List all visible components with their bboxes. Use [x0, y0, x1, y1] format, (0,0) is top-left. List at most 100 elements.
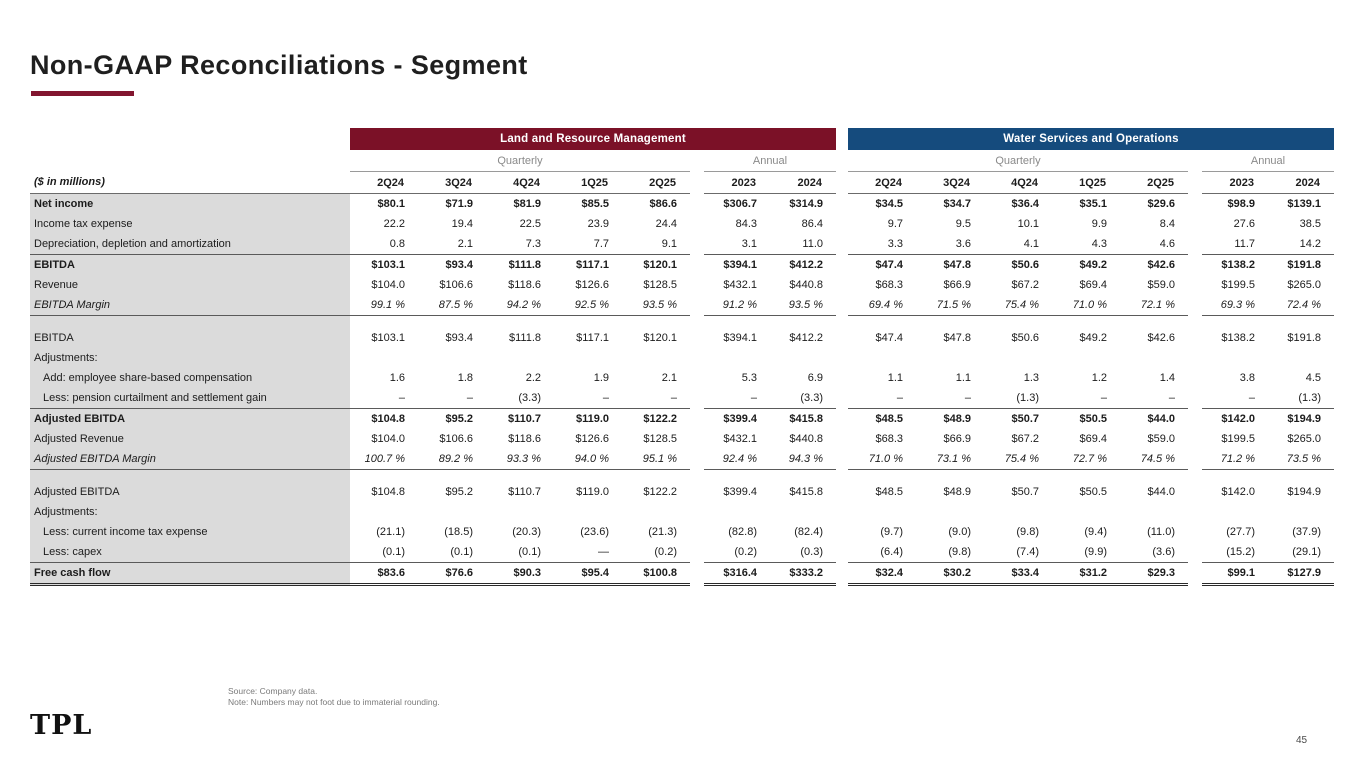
value-cell: $71.9 — [445, 198, 473, 210]
value-cell — [704, 348, 770, 368]
empty-cell — [486, 316, 554, 329]
gap-cell — [1188, 234, 1202, 255]
row-label: EBITDA Margin — [30, 295, 350, 316]
gap-cell — [1188, 348, 1202, 368]
value-cell: (21.1) — [376, 526, 405, 538]
table-row: Less: current income tax expense (21.1) (1… — [30, 522, 1334, 542]
table-row: Income tax expense 22.2 19.4 22.5 23.9 24.4 84… — [30, 214, 1334, 234]
value-cell: $30.2 — [916, 562, 984, 586]
empty-cell — [1268, 316, 1334, 329]
gap-cell — [690, 409, 704, 430]
value-cell: $34.7 — [943, 198, 971, 210]
value-cell: $110.7 — [507, 413, 541, 425]
value-cell: $48.5 — [875, 486, 903, 498]
gap-cell — [690, 150, 704, 172]
value-cell: $50.7 — [1011, 413, 1039, 425]
gap-cell — [690, 194, 704, 215]
segment-header-row: Land and Resource Management Water Servic… — [30, 128, 1334, 150]
row-label: Depreciation, depletion and amortization — [30, 234, 350, 255]
page-number: 45 — [1296, 735, 1308, 746]
value-cell: 11.0 — [770, 234, 836, 255]
empty-cell — [1188, 316, 1202, 329]
annual-header: Annual — [1202, 150, 1334, 172]
value-cell: $90.3 — [486, 562, 554, 586]
value-cell: (6.4) — [848, 542, 916, 563]
value-cell: 94.2 % — [486, 295, 554, 316]
value-cell: 92.4 % — [704, 449, 770, 470]
gap-cell — [690, 449, 704, 470]
gap-cell — [690, 482, 704, 502]
column-header: 4Q24 — [486, 171, 554, 194]
value-cell: (3.6) — [1120, 542, 1188, 563]
group-gap — [836, 328, 848, 348]
value-cell: 75.4 % — [984, 295, 1052, 316]
value-cell — [486, 502, 554, 522]
value-cell: $48.5 — [875, 413, 903, 425]
note-line: Note: Numbers may not foot due to immate… — [228, 697, 440, 707]
tpl-logo: TPL — [30, 710, 93, 741]
value-cell: (82.8) — [728, 526, 757, 538]
value-cell: $138.2 — [1221, 332, 1255, 344]
group-gap — [836, 275, 848, 295]
value-cell: – — [1120, 388, 1188, 409]
column-header: 1Q25 — [1052, 171, 1120, 194]
empty-cell — [836, 470, 848, 483]
value-cell: $127.9 — [1268, 562, 1334, 586]
value-cell: $49.2 — [1079, 259, 1107, 271]
value-cell: $67.2 — [1011, 433, 1039, 445]
value-cell: (0.1) — [350, 542, 418, 563]
row-label — [30, 315, 350, 328]
value-cell — [486, 348, 554, 368]
segment-header-water: Water Services and Operations — [848, 128, 1334, 150]
value-cell: 11.7 — [1202, 234, 1268, 255]
empty-cell — [1120, 316, 1188, 329]
table-row: Adjusted EBITDA $104.8 $95.2 $110.7 $119.0 $1… — [30, 482, 1334, 502]
value-cell: 2.2 — [525, 372, 541, 384]
group-gap — [836, 368, 848, 388]
value-cell: – — [350, 388, 418, 409]
row-label: Adjustments: — [30, 348, 350, 368]
table-row: EBITDA $103.1 $93.4 $111.8 $117.1 $120.1 $394.… — [30, 328, 1334, 348]
value-cell: 2.1 — [418, 234, 486, 255]
value-cell: $128.5 — [643, 279, 677, 291]
empty-cell — [1202, 470, 1268, 483]
spacer-row — [30, 315, 1334, 329]
value-cell: 22.2 — [383, 218, 405, 230]
empty-cell — [554, 470, 622, 483]
value-cell: 1.1 — [887, 372, 903, 384]
value-cell: $415.8 — [789, 486, 823, 498]
value-cell: $199.5 — [1221, 433, 1255, 445]
group-gap — [836, 449, 848, 470]
empty-cell — [1202, 316, 1268, 329]
value-cell: – — [704, 388, 770, 409]
value-cell: $394.1 — [723, 259, 757, 271]
table-row: Net income $80.1 $71.9 $81.9 $85.5 $86.6 $306.… — [30, 193, 1334, 215]
value-cell: (21.3) — [648, 526, 677, 538]
gap-cell — [690, 255, 704, 276]
value-cell: $100.8 — [622, 562, 690, 586]
value-cell: $32.4 — [848, 562, 916, 586]
value-cell: $29.6 — [1147, 198, 1175, 210]
value-cell: 1.1 — [955, 372, 971, 384]
empty-cell — [418, 316, 486, 329]
value-cell: 93.5 % — [770, 295, 836, 316]
empty-cell — [848, 316, 916, 329]
value-cell: $415.8 — [789, 413, 823, 425]
value-cell: 7.7 — [554, 234, 622, 255]
empty-cell — [1052, 316, 1120, 329]
value-cell: $95.2 — [445, 413, 473, 425]
value-cell: $126.6 — [575, 433, 609, 445]
reconciliation-table: Land and Resource Management Water Servic… — [30, 128, 1334, 586]
value-cell: 24.4 — [655, 218, 677, 230]
value-cell: (0.1) — [486, 542, 554, 563]
value-cell: $120.1 — [643, 332, 677, 344]
gap-cell — [690, 388, 704, 409]
group-gap — [836, 234, 848, 255]
value-cell: $50.5 — [1079, 486, 1107, 498]
value-cell: (0.3) — [770, 542, 836, 563]
value-cell: 1.6 — [389, 372, 405, 384]
value-cell — [916, 502, 984, 522]
value-cell: $118.6 — [508, 279, 541, 291]
group-gap — [836, 502, 848, 522]
empty-cell — [770, 470, 836, 483]
